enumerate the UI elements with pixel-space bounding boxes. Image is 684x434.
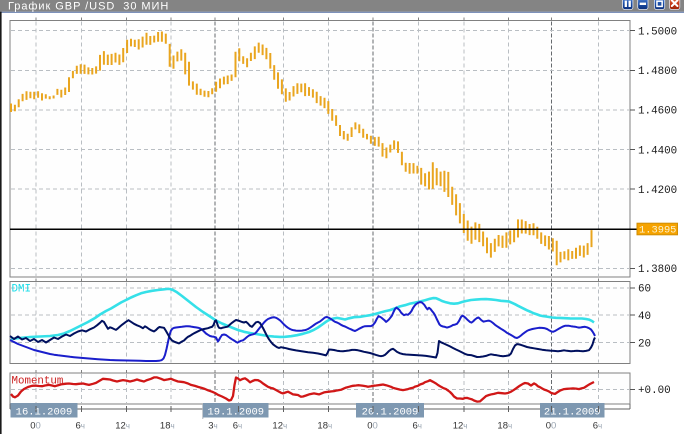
svg-text:20: 20 [638, 338, 651, 350]
svg-text:ч: ч [238, 422, 242, 431]
svg-text:18: 18 [317, 421, 328, 432]
svg-text:0: 0 [30, 421, 35, 432]
svg-text:ч: ч [214, 422, 218, 431]
svg-text:0: 0 [367, 421, 372, 432]
svg-text:1.4800: 1.4800 [638, 66, 677, 78]
svg-text:6: 6 [593, 421, 598, 432]
svg-text:0: 0 [36, 421, 41, 432]
svg-text:18: 18 [497, 421, 508, 432]
svg-text:ч: ч [171, 422, 175, 431]
svg-text:6: 6 [233, 421, 238, 432]
svg-text:1.3995: 1.3995 [639, 225, 676, 237]
svg-text:DMI: DMI [12, 284, 31, 296]
svg-text:20.1.2009: 20.1.2009 [362, 407, 419, 419]
svg-text:1.4600: 1.4600 [638, 106, 677, 118]
svg-text:ч: ч [283, 422, 287, 431]
svg-text:12: 12 [272, 421, 283, 432]
svg-text:16.1.2009: 16.1.2009 [16, 407, 73, 419]
svg-text:ч: ч [463, 422, 467, 431]
svg-text:График GBP /USD 30 МИН: График GBP /USD 30 МИН [8, 1, 169, 13]
svg-text:+0.00: +0.00 [638, 385, 671, 397]
svg-text:1.5000: 1.5000 [638, 26, 677, 38]
svg-text:ч: ч [126, 422, 130, 431]
svg-text:0: 0 [373, 421, 378, 432]
svg-text:6: 6 [76, 421, 81, 432]
svg-text:3: 3 [208, 421, 213, 432]
svg-text:ч: ч [81, 422, 85, 431]
svg-text:18: 18 [160, 421, 171, 432]
svg-text:40: 40 [638, 311, 651, 323]
svg-text:6: 6 [413, 421, 418, 432]
svg-text:ч: ч [418, 422, 422, 431]
svg-text:60: 60 [638, 284, 651, 296]
svg-text:ч: ч [598, 422, 602, 431]
svg-text:ч: ч [508, 422, 512, 431]
svg-text:0: 0 [546, 421, 551, 432]
svg-text:0: 0 [551, 421, 556, 432]
svg-text:Momentum: Momentum [12, 376, 64, 388]
svg-text:1.3800: 1.3800 [638, 264, 677, 276]
svg-text:ч: ч [328, 422, 332, 431]
svg-text:1.4400: 1.4400 [638, 145, 677, 157]
svg-text:19.1.2009: 19.1.2009 [207, 407, 264, 419]
svg-text:12: 12 [115, 421, 126, 432]
svg-text:12: 12 [453, 421, 464, 432]
svg-text:1.4200: 1.4200 [638, 185, 677, 197]
svg-text:21.1.2009: 21.1.2009 [544, 407, 601, 419]
